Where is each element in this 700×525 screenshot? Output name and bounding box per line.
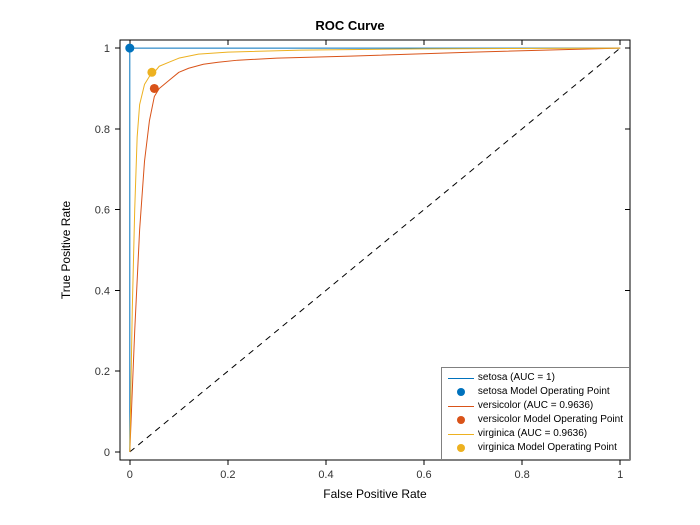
y-tick-label: 0.8 xyxy=(95,124,110,136)
legend-line-icon xyxy=(448,406,474,407)
operating-point-versicolor xyxy=(150,84,159,93)
legend-label: setosa Model Operating Point xyxy=(478,385,610,399)
x-tick-label: 0.6 xyxy=(416,469,431,481)
legend-entry: virginica (AUC = 0.9636) xyxy=(448,427,623,441)
legend-label: versicolor Model Operating Point xyxy=(478,413,623,427)
legend-entry: setosa Model Operating Point xyxy=(448,385,623,399)
legend-label: virginica (AUC = 0.9636) xyxy=(478,427,587,441)
x-tick-label: 0.8 xyxy=(514,469,529,481)
y-tick-label: 0.6 xyxy=(95,205,110,217)
legend: setosa (AUC = 1)setosa Model Operating P… xyxy=(441,367,630,460)
x-tick-label: 0.4 xyxy=(318,469,333,481)
operating-point-virginica xyxy=(147,68,156,77)
x-tick-label: 1 xyxy=(617,469,623,481)
legend-line-icon xyxy=(448,378,474,379)
legend-label: setosa (AUC = 1) xyxy=(478,371,555,385)
legend-entry: versicolor Model Operating Point xyxy=(448,413,623,427)
operating-point-setosa xyxy=(125,44,134,53)
y-axis-label: True Positive Rate xyxy=(59,201,73,300)
legend-marker-icon xyxy=(448,416,474,424)
y-tick-label: 0.4 xyxy=(95,285,110,297)
legend-label: virginica Model Operating Point xyxy=(478,441,617,455)
legend-entry: versicolor (AUC = 0.9636) xyxy=(448,399,623,413)
x-axis-label: False Positive Rate xyxy=(323,487,427,501)
legend-line-icon xyxy=(448,434,474,435)
legend-label: versicolor (AUC = 0.9636) xyxy=(478,399,593,413)
x-tick-label: 0.2 xyxy=(220,469,235,481)
legend-entry: setosa (AUC = 1) xyxy=(448,371,623,385)
x-tick-label: 0 xyxy=(127,469,133,481)
roc-figure: ROC Curve 00.20.40.60.8100.20.40.60.81Fa… xyxy=(0,0,700,525)
legend-marker-icon xyxy=(448,444,474,452)
y-tick-label: 1 xyxy=(104,43,110,55)
legend-entry: virginica Model Operating Point xyxy=(448,441,623,455)
legend-marker-icon xyxy=(448,388,474,396)
y-tick-label: 0.2 xyxy=(95,366,110,378)
y-tick-label: 0 xyxy=(104,447,110,459)
